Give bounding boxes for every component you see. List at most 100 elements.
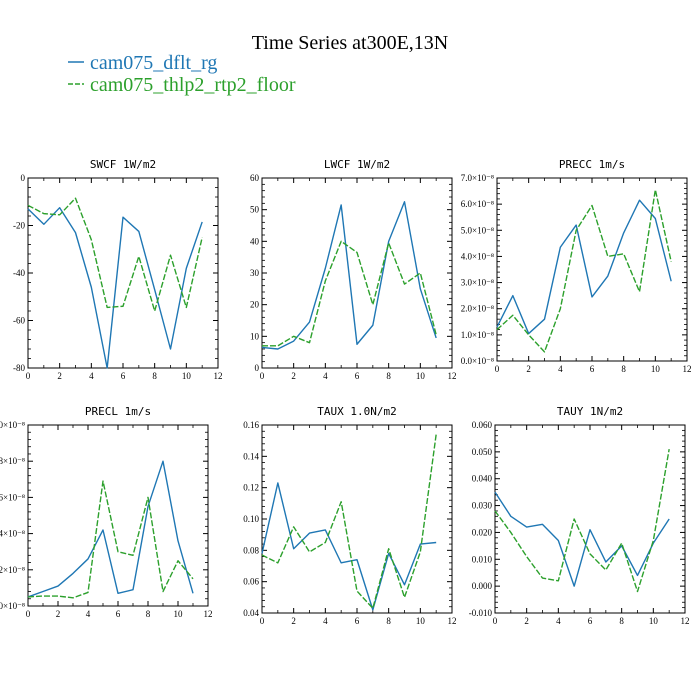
y-tick-label: 5.0×10⁻⁸ <box>461 225 494 235</box>
y-tick-label: 20 <box>250 300 260 310</box>
y-tick-label: -20 <box>13 221 25 231</box>
panel-title: PRECL 1m/s <box>85 405 151 418</box>
y-tick-label: 0.16 <box>243 420 259 430</box>
x-tick-label: 0 <box>260 616 265 626</box>
x-tick-label: 2 <box>57 371 62 381</box>
y-tick-label: 7.0×10⁻⁸ <box>461 173 494 183</box>
series-line-1 <box>27 197 203 312</box>
x-tick-label: 6 <box>116 609 121 619</box>
x-tick-label: 12 <box>448 371 457 381</box>
x-tick-label: 2 <box>291 616 296 626</box>
x-tick-label: 6 <box>355 371 360 381</box>
legend-label-1: cam075_thlp2_rtp2_floor <box>90 74 296 96</box>
y-tick-label: 0.040 <box>472 474 493 484</box>
y-tick-label: 0.030 <box>472 501 493 511</box>
plot-frame <box>261 424 453 614</box>
series-line-0 <box>496 199 672 335</box>
plot-frame <box>27 177 219 369</box>
x-tick-label: 0 <box>495 364 500 374</box>
x-tick-label: 4 <box>556 616 561 626</box>
y-tick-label: 2.0×10⁻⁸ <box>461 304 494 314</box>
y-tick-label: 0.10 <box>243 514 259 524</box>
y-tick-label: 1.0×10⁻⁸ <box>461 330 494 340</box>
y-tick-label: 0 <box>21 173 26 183</box>
y-tick-label: 0 <box>255 363 260 373</box>
x-tick-label: 8 <box>152 371 157 381</box>
x-tick-label: 0 <box>26 371 31 381</box>
panel-swcf: SWCF 1W/m2 0 2 4 6 8 10 12 -80 -60 -40 -20 0 <box>13 158 223 381</box>
x-tick-label: 6 <box>588 616 593 626</box>
x-tick-label: 4 <box>323 616 328 626</box>
y-tick-label: 0.08 <box>243 545 259 555</box>
y-tick-label: 4×10⁻⁸ <box>0 529 25 539</box>
panel-title: TAUY 1N/m2 <box>557 405 623 418</box>
x-tick-label: 10 <box>182 371 192 381</box>
series-line-1 <box>496 189 672 353</box>
y-tick-label: 0.04 <box>243 608 259 618</box>
x-tick-label: 10 <box>416 371 426 381</box>
y-tick-label: 6.0×10⁻⁸ <box>461 199 494 209</box>
x-tick-label: 12 <box>204 609 213 619</box>
y-tick-label: 50 <box>250 205 260 215</box>
y-tick-label: 0.12 <box>243 483 259 493</box>
panel-precc: PRECC 1m/s 0 2 4 6 8 10 12 0.0×10⁻⁸ 1.0×10⁻⁸ 2.0×1… <box>461 158 692 374</box>
series-line-1 <box>262 240 437 347</box>
x-tick-label: 4 <box>86 609 91 619</box>
series-line-0 <box>27 460 194 598</box>
x-tick-label: 12 <box>448 616 457 626</box>
x-tick-label: 12 <box>683 364 692 374</box>
x-tick-label: 6 <box>355 616 360 626</box>
x-tick-label: 10 <box>651 364 661 374</box>
x-tick-label: 0 <box>260 371 265 381</box>
y-tick-label: 0×10⁻⁸ <box>0 601 25 611</box>
y-tick-label: 3.0×10⁻⁸ <box>461 278 494 288</box>
y-tick-label: -60 <box>13 316 25 326</box>
x-tick-label: 6 <box>121 371 126 381</box>
series-line-1 <box>261 434 437 609</box>
legend: cam075_dflt_rg cam075_thlp2_rtp2_floor <box>68 52 296 96</box>
x-tick-label: 10 <box>416 616 426 626</box>
x-tick-label: 12 <box>681 616 690 626</box>
x-tick-label: 2 <box>526 364 531 374</box>
y-tick-label: 10 <box>250 331 260 341</box>
y-tick-label: 0.000 <box>472 581 493 591</box>
series-line-0 <box>261 201 437 350</box>
x-tick-label: 4 <box>89 371 94 381</box>
x-tick-label: 8 <box>621 364 626 374</box>
y-tick-label: 30 <box>250 268 260 278</box>
panel-title: SWCF 1W/m2 <box>90 158 156 171</box>
y-tick-label: 0.050 <box>472 447 493 457</box>
y-tick-label: 4.0×10⁻⁸ <box>461 251 494 261</box>
panel-lwcf: LWCF 1W/m2 0 2 4 6 8 10 12 0 10 20 30 40 50 60 <box>250 158 457 381</box>
y-tick-label: 0.060 <box>472 420 493 430</box>
plot-frame <box>27 424 209 607</box>
y-tick-label: -40 <box>13 268 25 278</box>
x-tick-label: 12 <box>214 371 223 381</box>
series-line-0 <box>27 206 203 369</box>
panel-tauy: TAUY 1N/m2 0 2 4 6 8 10 12 -0.010 0.000 0.010 0.020… <box>469 405 690 626</box>
series-line-0 <box>261 482 437 611</box>
y-tick-label: 40 <box>250 236 260 246</box>
y-tick-label: 0.0×10⁻⁸ <box>461 356 494 366</box>
x-tick-label: 10 <box>174 609 184 619</box>
y-tick-label: 8×10⁻⁸ <box>0 456 25 466</box>
x-tick-label: 6 <box>590 364 595 374</box>
x-tick-label: 0 <box>26 609 31 619</box>
x-tick-label: 2 <box>56 609 61 619</box>
x-tick-label: 8 <box>386 371 391 381</box>
y-tick-label: 0.06 <box>243 577 259 587</box>
y-tick-label: 0.14 <box>243 451 259 461</box>
y-tick-label: -80 <box>13 363 25 373</box>
panel-title: TAUX 1.0N/m2 <box>317 405 396 418</box>
y-tick-label: 0.020 <box>472 527 493 537</box>
panel-title: PRECC 1m/s <box>559 158 625 171</box>
x-tick-label: 2 <box>524 616 529 626</box>
legend-label-0: cam075_dflt_rg <box>90 52 217 74</box>
x-tick-label: 8 <box>386 616 391 626</box>
y-tick-label: 6×10⁻⁸ <box>0 492 25 502</box>
series-line-1 <box>494 449 670 593</box>
y-tick-label: 0.010 <box>472 554 493 564</box>
y-tick-label: 2×10⁻⁸ <box>0 565 25 575</box>
